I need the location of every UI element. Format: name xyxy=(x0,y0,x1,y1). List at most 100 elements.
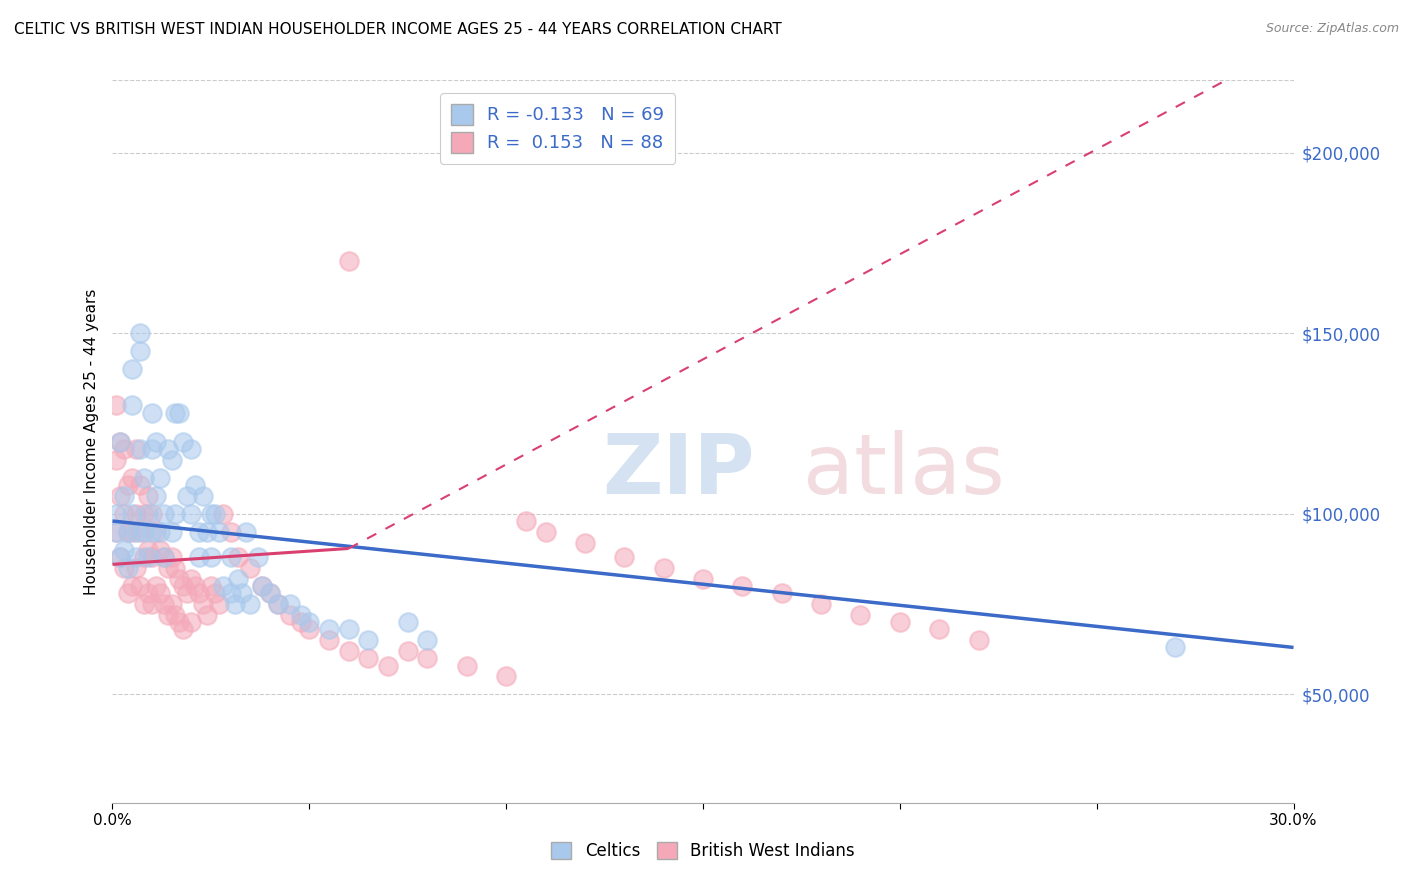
Point xyxy=(172,623,194,637)
Point xyxy=(129,579,152,593)
Point xyxy=(156,561,179,575)
Point xyxy=(152,507,174,521)
Point xyxy=(112,561,135,575)
Legend: Celtics, British West Indians: Celtics, British West Indians xyxy=(544,835,862,867)
Point xyxy=(145,489,167,503)
Point xyxy=(136,586,159,600)
Point xyxy=(219,550,242,565)
Point xyxy=(110,550,132,565)
Point xyxy=(145,579,167,593)
Point xyxy=(117,586,139,600)
Point xyxy=(141,406,163,420)
Point xyxy=(204,586,226,600)
Point xyxy=(239,561,262,575)
Point xyxy=(141,507,163,521)
Point xyxy=(204,507,226,521)
Point xyxy=(176,489,198,503)
Text: atlas: atlas xyxy=(803,430,1005,511)
Point xyxy=(132,597,155,611)
Point xyxy=(928,623,950,637)
Point xyxy=(337,253,360,268)
Point xyxy=(318,633,340,648)
Point xyxy=(121,398,143,412)
Point xyxy=(129,478,152,492)
Text: ZIP: ZIP xyxy=(603,430,755,511)
Point xyxy=(121,507,143,521)
Point xyxy=(165,561,187,575)
Point xyxy=(357,651,380,665)
Point xyxy=(169,572,191,586)
Point xyxy=(337,623,360,637)
Text: CELTIC VS BRITISH WEST INDIAN HOUSEHOLDER INCOME AGES 25 - 44 YEARS CORRELATION : CELTIC VS BRITISH WEST INDIAN HOUSEHOLDE… xyxy=(14,22,782,37)
Point xyxy=(110,434,132,449)
Point xyxy=(141,442,163,456)
Point xyxy=(136,507,159,521)
Point xyxy=(141,550,163,565)
Point xyxy=(169,615,191,630)
Point xyxy=(208,524,231,539)
Point xyxy=(180,572,202,586)
Point xyxy=(117,524,139,539)
Point xyxy=(416,651,439,665)
Point xyxy=(125,550,148,565)
Point xyxy=(534,524,557,539)
Point xyxy=(191,597,214,611)
Point xyxy=(132,470,155,484)
Point xyxy=(396,644,419,658)
Point xyxy=(235,524,257,539)
Point xyxy=(160,597,183,611)
Point xyxy=(129,524,152,539)
Point xyxy=(195,607,218,622)
Point xyxy=(129,344,152,359)
Point xyxy=(141,524,163,539)
Point xyxy=(149,524,172,539)
Point xyxy=(318,623,340,637)
Point xyxy=(259,586,281,600)
Point xyxy=(121,362,143,376)
Point xyxy=(231,586,253,600)
Point xyxy=(613,550,636,565)
Point xyxy=(149,470,172,484)
Point xyxy=(105,524,128,539)
Point xyxy=(172,434,194,449)
Point xyxy=(121,524,143,539)
Point xyxy=(105,507,128,521)
Point xyxy=(112,442,135,456)
Point xyxy=(250,579,273,593)
Point xyxy=(125,442,148,456)
Point xyxy=(156,442,179,456)
Point xyxy=(259,586,281,600)
Point xyxy=(172,579,194,593)
Point xyxy=(152,597,174,611)
Point xyxy=(152,550,174,565)
Point xyxy=(180,615,202,630)
Point xyxy=(136,489,159,503)
Point xyxy=(117,561,139,575)
Point xyxy=(132,507,155,521)
Point xyxy=(110,550,132,565)
Point xyxy=(132,550,155,565)
Point xyxy=(110,489,132,503)
Point xyxy=(149,542,172,557)
Point xyxy=(574,535,596,549)
Point xyxy=(176,586,198,600)
Point xyxy=(105,524,128,539)
Point xyxy=(149,586,172,600)
Point xyxy=(377,658,399,673)
Point xyxy=(117,524,139,539)
Point xyxy=(165,406,187,420)
Point xyxy=(184,579,207,593)
Point xyxy=(770,586,793,600)
Point xyxy=(145,434,167,449)
Point xyxy=(208,597,231,611)
Point xyxy=(298,615,321,630)
Point xyxy=(160,452,183,467)
Point xyxy=(298,623,321,637)
Point xyxy=(247,550,270,565)
Point xyxy=(889,615,911,630)
Point xyxy=(165,607,187,622)
Point xyxy=(239,597,262,611)
Point xyxy=(156,607,179,622)
Point xyxy=(180,442,202,456)
Point xyxy=(129,442,152,456)
